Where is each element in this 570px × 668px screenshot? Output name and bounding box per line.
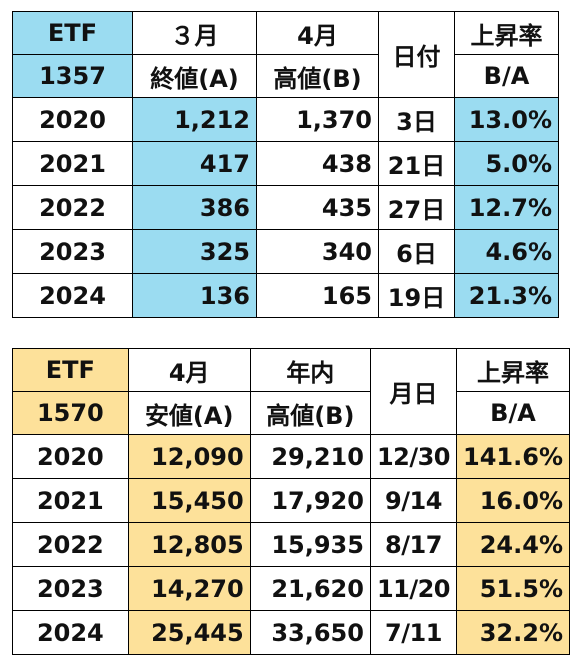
col-b-header-line1: 年内 [249, 348, 371, 392]
year-cell: 2023 [12, 229, 133, 274]
table-row: 2023 325 340 6日 4.6% [12, 229, 559, 274]
year-cell: 2022 [12, 185, 133, 230]
value-b-cell: 33,650 [249, 610, 371, 655]
value-b-cell: 29,210 [249, 434, 371, 479]
value-a-cell: 417 [132, 141, 257, 186]
date-cell: 7/11 [369, 610, 458, 655]
value-b-cell: 438 [256, 141, 379, 186]
etf-1570-table: ETF 4月 年内 月日 上昇率 1570 安値(A) 高値(B) B/A 20… [12, 348, 570, 655]
rate-header-line2: B/A [454, 54, 559, 98]
date-cell: 6日 [378, 229, 455, 274]
value-a-cell: 15,450 [127, 478, 251, 523]
etf-header-cell: ETF [12, 348, 129, 392]
value-a-cell: 386 [132, 185, 257, 230]
col-a-header-line2: 終値(A) [132, 54, 257, 98]
year-cell: 2024 [12, 273, 133, 318]
value-b-cell: 340 [256, 229, 379, 274]
year-cell: 2020 [12, 97, 133, 142]
date-cell: 11/20 [369, 566, 458, 611]
value-a-cell: 25,445 [127, 610, 251, 655]
value-a-cell: 12,805 [127, 522, 251, 567]
date-cell: 27日 [378, 185, 455, 230]
date-cell: 3日 [378, 97, 455, 142]
col-b-header-line1: 4月 [256, 11, 379, 55]
value-a-cell: 136 [132, 273, 257, 318]
rate-cell: 51.5% [456, 566, 570, 611]
table-row: 2023 14,270 21,620 11/20 51.5% [12, 566, 570, 611]
col-b-header-line2: 高値(B) [256, 54, 379, 98]
date-cell: 19日 [378, 273, 455, 318]
col-a-header-line1: 4月 [127, 348, 251, 392]
table-row: 2020 12,090 29,210 12/30 141.6% [12, 434, 570, 479]
value-a-cell: 14,270 [127, 566, 251, 611]
date-header: 月日 [369, 348, 458, 435]
col-a-header-line1: ３月 [132, 11, 257, 55]
rate-cell: 24.4% [456, 522, 570, 567]
rate-header-line1: 上昇率 [454, 11, 559, 55]
date-cell: 21日 [378, 141, 455, 186]
etf-code-cell: 1357 [12, 54, 133, 98]
date-cell: 8/17 [369, 522, 458, 567]
table-row: 2020 1,212 1,370 3日 13.0% [12, 97, 559, 142]
rate-cell: 32.2% [456, 610, 570, 655]
year-cell: 2023 [12, 566, 129, 611]
date-header: 日付 [378, 11, 455, 98]
year-cell: 2021 [12, 141, 133, 186]
rate-cell: 5.0% [454, 141, 559, 186]
year-cell: 2022 [12, 522, 129, 567]
col-a-header-line2: 安値(A) [127, 391, 251, 435]
table-row: 2024 136 165 19日 21.3% [12, 273, 559, 318]
table-row: 2021 15,450 17,920 9/14 16.0% [12, 478, 570, 523]
rate-cell: 21.3% [454, 273, 559, 318]
etf-header-cell: ETF [12, 11, 133, 55]
date-cell: 9/14 [369, 478, 458, 523]
table-row: 2024 25,445 33,650 7/11 32.2% [12, 610, 570, 655]
value-b-cell: 21,620 [249, 566, 371, 611]
value-a-cell: 1,212 [132, 97, 257, 142]
rate-header-line1: 上昇率 [456, 348, 570, 392]
table-row: 2022 12,805 15,935 8/17 24.4% [12, 522, 570, 567]
rate-header-line2: B/A [456, 391, 570, 435]
rate-cell: 13.0% [454, 97, 559, 142]
year-cell: 2020 [12, 434, 129, 479]
table-row: 2021 417 438 21日 5.0% [12, 141, 559, 186]
rate-cell: 141.6% [456, 434, 570, 479]
year-cell: 2024 [12, 610, 129, 655]
date-cell: 12/30 [369, 434, 458, 479]
value-a-cell: 325 [132, 229, 257, 274]
value-b-cell: 435 [256, 185, 379, 230]
year-cell: 2021 [12, 478, 129, 523]
value-a-cell: 12,090 [127, 434, 251, 479]
etf-code-cell: 1570 [12, 391, 129, 435]
value-b-cell: 17,920 [249, 478, 371, 523]
etf-1357-table: ETF ３月 4月 日付 上昇率 1357 終値(A) 高値(B) B/A 20… [12, 11, 559, 318]
value-b-cell: 1,370 [256, 97, 379, 142]
rate-cell: 4.6% [454, 229, 559, 274]
rate-cell: 12.7% [454, 185, 559, 230]
col-b-header-line2: 高値(B) [249, 391, 371, 435]
rate-cell: 16.0% [456, 478, 570, 523]
value-b-cell: 15,935 [249, 522, 371, 567]
table-row: 2022 386 435 27日 12.7% [12, 185, 559, 230]
value-b-cell: 165 [256, 273, 379, 318]
